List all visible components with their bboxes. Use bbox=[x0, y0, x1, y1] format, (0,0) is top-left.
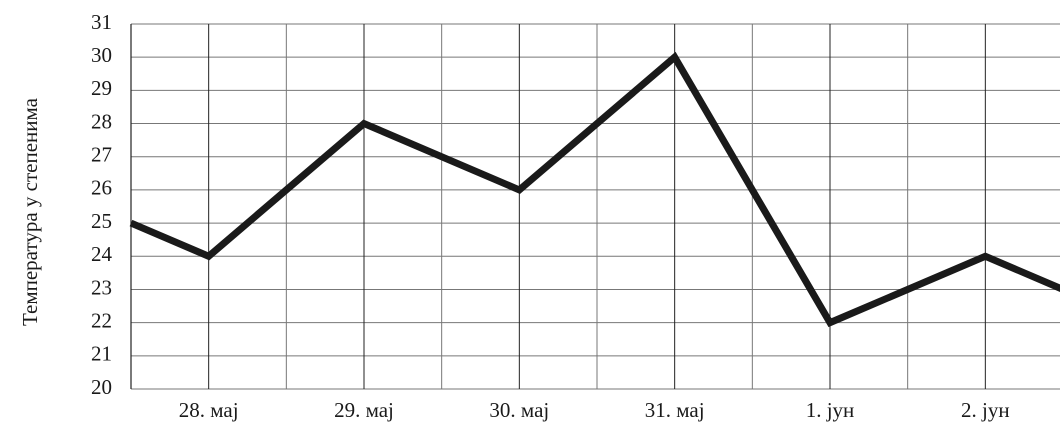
x-tick-label: 28. мај bbox=[179, 398, 239, 422]
y-tick-label: 25 bbox=[91, 209, 112, 233]
y-tick-label: 29 bbox=[91, 76, 112, 100]
y-tick-label: 28 bbox=[91, 109, 112, 133]
y-tick-label: 30 bbox=[91, 43, 112, 67]
y-tick-label: 22 bbox=[91, 308, 112, 332]
y-tick-label: 23 bbox=[91, 275, 112, 299]
y-tick-label: 21 bbox=[91, 342, 112, 366]
y-tick-label: 26 bbox=[91, 176, 112, 200]
y-tick-label: 24 bbox=[91, 242, 113, 266]
x-tick-label: 2. јун bbox=[961, 398, 1010, 422]
y-tick-label: 27 bbox=[91, 143, 112, 167]
x-tick-label: 29. мај bbox=[334, 398, 394, 422]
x-tick-label: 30. мај bbox=[489, 398, 549, 422]
y-axis-label: Температура у степенима bbox=[18, 97, 42, 326]
x-tick-label: 31. мај bbox=[645, 398, 705, 422]
y-tick-label: 31 bbox=[91, 10, 112, 34]
x-tick-label: 1. јун bbox=[806, 398, 855, 422]
y-tick-label: 20 bbox=[91, 375, 112, 399]
data-line bbox=[129, 51, 1060, 328]
